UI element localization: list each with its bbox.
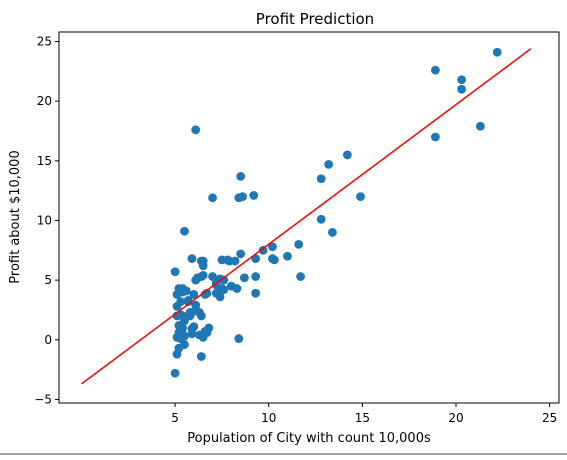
data-point (176, 297, 186, 306)
data-point (431, 132, 440, 142)
data-point (189, 322, 199, 332)
data-point (238, 192, 247, 202)
data-point (356, 192, 365, 202)
data-point (191, 275, 201, 285)
data-point (208, 193, 217, 203)
data-point (232, 284, 242, 293)
x-tick-label: 15 (355, 411, 370, 425)
data-point (316, 174, 326, 184)
y-tick-label: 5 (44, 273, 52, 287)
data-point (328, 228, 337, 237)
data-point (187, 254, 197, 264)
data-point (236, 249, 246, 259)
data-point (239, 273, 249, 283)
data-point (185, 311, 195, 321)
data-point (180, 226, 189, 236)
data-point (170, 267, 180, 277)
data-point (219, 275, 229, 285)
y-tick-label: −5 (34, 392, 52, 406)
data-point (191, 300, 201, 310)
data-point (174, 284, 184, 293)
x-axis-label: Population of City with count 10,000s (187, 431, 431, 446)
data-point (178, 329, 188, 339)
data-point (294, 239, 304, 249)
data-point (269, 255, 279, 265)
data-point (170, 368, 180, 378)
data-point (258, 245, 268, 255)
y-axis-label: Profit about $10,000 (8, 150, 23, 283)
x-tick-label: 5 (171, 411, 179, 425)
x-tick-label: 20 (448, 411, 463, 425)
data-point (189, 290, 199, 299)
data-point (219, 285, 229, 295)
regression-line (81, 48, 532, 385)
y-tick-label: 10 (37, 213, 52, 227)
y-tick-label: 0 (44, 333, 52, 347)
data-point (268, 242, 277, 252)
data-point (251, 272, 261, 281)
y-tick-label: 20 (37, 94, 52, 108)
data-point (198, 270, 208, 280)
data-point (172, 349, 182, 359)
chart-title: Profit Prediction (256, 10, 374, 28)
plot-area (81, 47, 532, 385)
x-tick-label: 10 (261, 411, 276, 425)
data-point (196, 352, 206, 361)
data-point (249, 191, 259, 200)
data-point (187, 329, 197, 339)
data-point (174, 321, 184, 330)
data-point (234, 334, 244, 343)
data-point (251, 288, 261, 298)
data-point (316, 214, 326, 224)
plot-frame (58, 31, 560, 404)
data-point (431, 65, 440, 75)
x-tick-label: 25 (542, 411, 557, 425)
y-tick-label: 25 (37, 35, 52, 49)
data-point (283, 251, 292, 261)
data-point (475, 121, 485, 131)
data-point (324, 160, 334, 169)
data-point (183, 297, 193, 306)
data-point (198, 332, 208, 342)
data-point (457, 75, 467, 85)
data-point (225, 256, 234, 266)
y-tick-label: 15 (37, 154, 52, 168)
data-point (457, 84, 467, 94)
data-point (191, 125, 201, 135)
data-point (296, 272, 305, 281)
data-point (215, 292, 225, 302)
data-point (198, 261, 208, 271)
data-point (200, 290, 210, 299)
data-point (342, 150, 352, 160)
data-point (492, 47, 502, 57)
data-point (204, 323, 214, 333)
data-point (236, 171, 246, 181)
